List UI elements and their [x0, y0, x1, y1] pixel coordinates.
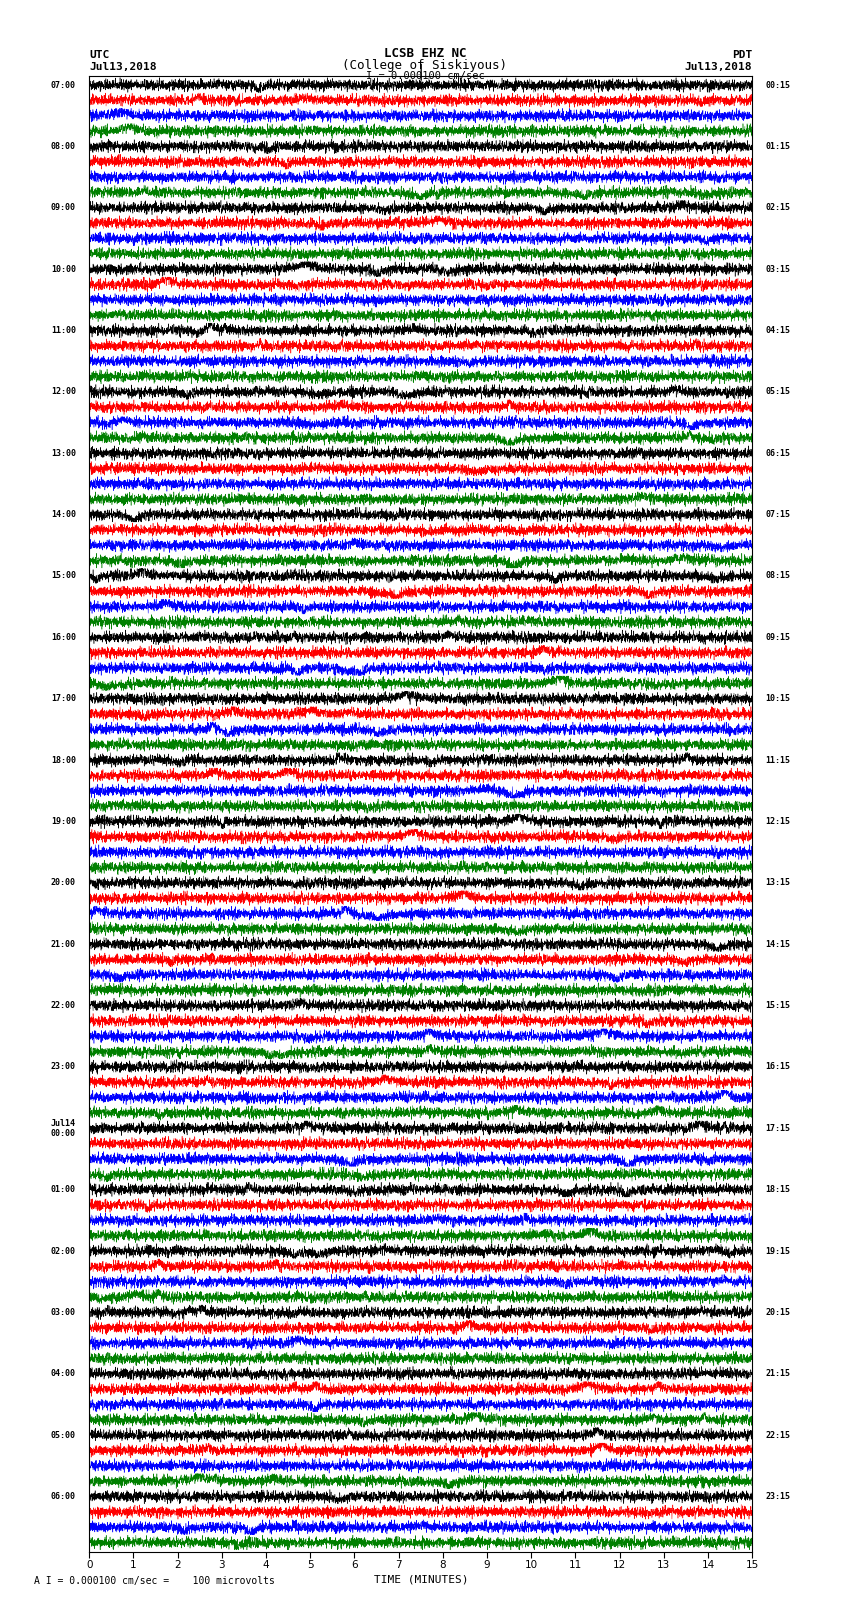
Text: 10:00: 10:00 [51, 265, 76, 274]
X-axis label: TIME (MINUTES): TIME (MINUTES) [373, 1574, 468, 1584]
Text: 11:00: 11:00 [51, 326, 76, 336]
Text: 07:15: 07:15 [766, 510, 790, 519]
Text: 17:15: 17:15 [766, 1124, 790, 1132]
Text: 15:15: 15:15 [766, 1002, 790, 1010]
Text: 14:15: 14:15 [766, 940, 790, 948]
Text: A I = 0.000100 cm/sec =    100 microvolts: A I = 0.000100 cm/sec = 100 microvolts [34, 1576, 275, 1586]
Text: 10:15: 10:15 [766, 694, 790, 703]
Text: 01:00: 01:00 [51, 1186, 76, 1194]
Text: 05:15: 05:15 [766, 387, 790, 397]
Text: 21:15: 21:15 [766, 1369, 790, 1378]
Text: 04:00: 04:00 [51, 1369, 76, 1378]
Text: 16:00: 16:00 [51, 632, 76, 642]
Text: 21:00: 21:00 [51, 940, 76, 948]
Text: I = 0.000100 cm/sec: I = 0.000100 cm/sec [366, 71, 484, 81]
Text: Jul13,2018: Jul13,2018 [685, 61, 752, 71]
Text: 07:00: 07:00 [51, 81, 76, 89]
Text: 02:00: 02:00 [51, 1247, 76, 1255]
Text: 18:15: 18:15 [766, 1186, 790, 1194]
Text: 01:15: 01:15 [766, 142, 790, 152]
Text: ⎮: ⎮ [416, 63, 425, 79]
Text: PDT: PDT [732, 50, 752, 60]
Text: 11:15: 11:15 [766, 755, 790, 765]
Text: 05:00: 05:00 [51, 1431, 76, 1440]
Text: 19:00: 19:00 [51, 816, 76, 826]
Text: 20:00: 20:00 [51, 879, 76, 887]
Text: (College of Siskiyous): (College of Siskiyous) [343, 58, 507, 71]
Text: 22:15: 22:15 [766, 1431, 790, 1440]
Text: 08:15: 08:15 [766, 571, 790, 581]
Text: 03:15: 03:15 [766, 265, 790, 274]
Text: LCSB EHZ NC: LCSB EHZ NC [383, 47, 467, 60]
Text: 14:00: 14:00 [51, 510, 76, 519]
Text: 20:15: 20:15 [766, 1308, 790, 1316]
Text: 12:00: 12:00 [51, 387, 76, 397]
Text: 02:15: 02:15 [766, 203, 790, 213]
Text: 13:15: 13:15 [766, 879, 790, 887]
Text: 09:15: 09:15 [766, 632, 790, 642]
Text: 06:15: 06:15 [766, 448, 790, 458]
Text: 06:00: 06:00 [51, 1492, 76, 1502]
Text: 22:00: 22:00 [51, 1002, 76, 1010]
Text: 03:00: 03:00 [51, 1308, 76, 1316]
Text: 08:00: 08:00 [51, 142, 76, 152]
Text: 17:00: 17:00 [51, 694, 76, 703]
Text: 09:00: 09:00 [51, 203, 76, 213]
Text: Jul13,2018: Jul13,2018 [89, 61, 156, 71]
Text: 16:15: 16:15 [766, 1063, 790, 1071]
Text: 15:00: 15:00 [51, 571, 76, 581]
Text: 23:15: 23:15 [766, 1492, 790, 1502]
Text: 23:00: 23:00 [51, 1063, 76, 1071]
Text: UTC: UTC [89, 50, 110, 60]
Text: 18:00: 18:00 [51, 755, 76, 765]
Text: 04:15: 04:15 [766, 326, 790, 336]
Text: 00:15: 00:15 [766, 81, 790, 89]
Text: 12:15: 12:15 [766, 816, 790, 826]
Text: 13:00: 13:00 [51, 448, 76, 458]
Text: Jul14
00:00: Jul14 00:00 [51, 1118, 76, 1137]
Text: 19:15: 19:15 [766, 1247, 790, 1255]
